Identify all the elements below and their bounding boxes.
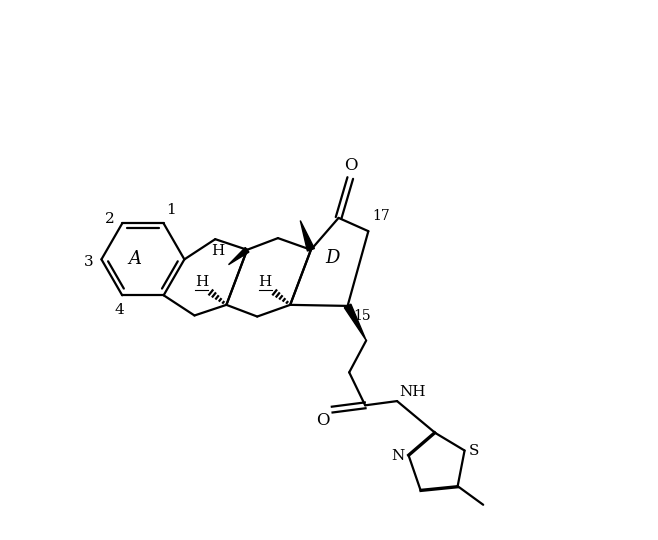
Text: O: O: [316, 412, 330, 429]
Text: 1: 1: [166, 203, 176, 217]
Text: N: N: [392, 449, 405, 463]
Text: 4: 4: [114, 303, 124, 318]
Text: D: D: [325, 249, 340, 267]
Text: O: O: [344, 157, 357, 174]
Text: 2: 2: [105, 212, 114, 226]
Text: A: A: [128, 251, 141, 268]
Text: S: S: [469, 443, 479, 457]
Text: H: H: [195, 275, 208, 289]
Polygon shape: [300, 220, 315, 251]
Text: H: H: [211, 244, 224, 258]
Text: 15: 15: [353, 308, 370, 322]
Text: H: H: [259, 275, 272, 289]
Text: 3: 3: [84, 255, 93, 269]
Polygon shape: [344, 304, 367, 341]
Text: 17: 17: [372, 209, 390, 223]
Text: NH: NH: [399, 385, 426, 399]
Polygon shape: [228, 247, 249, 265]
